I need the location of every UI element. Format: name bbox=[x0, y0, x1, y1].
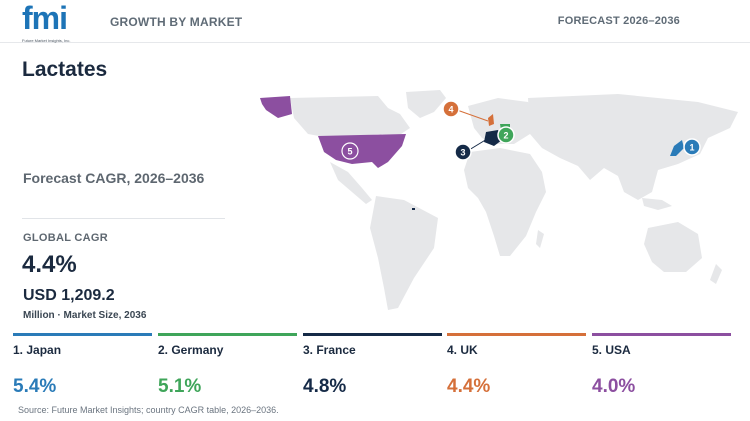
caribbean-highlight bbox=[412, 208, 415, 210]
marker-label: 3 bbox=[460, 148, 465, 158]
country-name: 2. Germany bbox=[158, 343, 224, 357]
france-leader-line bbox=[468, 135, 493, 151]
japan-highlight[interactable] bbox=[670, 140, 684, 156]
page-title: Lactates bbox=[22, 58, 108, 81]
country-name: 5. USA bbox=[592, 343, 631, 357]
country-color-bar bbox=[158, 333, 297, 336]
divider bbox=[22, 218, 225, 219]
country-color-bar bbox=[447, 333, 586, 336]
country-name: 3. France bbox=[303, 343, 356, 357]
global-cagr-label: GLOBAL CAGR bbox=[23, 232, 108, 244]
country-card-usa[interactable]: 5. USA 4.0% bbox=[592, 333, 731, 403]
logo-letters: fmi bbox=[22, 0, 68, 36]
market-size-value: USD 1,209.2 bbox=[23, 287, 115, 304]
map-landmass bbox=[290, 90, 738, 310]
marker-france[interactable]: 3 bbox=[454, 143, 472, 161]
country-cagr: 4.4% bbox=[447, 376, 491, 397]
marker-label: 4 bbox=[448, 105, 453, 115]
country-card-uk[interactable]: 4. UK 4.4% bbox=[447, 333, 586, 403]
usa-highlight[interactable] bbox=[318, 134, 406, 168]
marker-germany[interactable]: 2 bbox=[497, 126, 515, 144]
country-card-germany[interactable]: 2. Germany 5.1% bbox=[158, 333, 297, 403]
country-name: 1. Japan bbox=[13, 343, 62, 357]
uk-highlight[interactable] bbox=[488, 114, 494, 126]
fmi-logo[interactable]: fmi Future Market Insights, Inc. bbox=[22, 1, 94, 43]
country-cagr: 4.0% bbox=[592, 376, 636, 397]
country-card-japan[interactable]: 1. Japan 5.4% bbox=[13, 333, 152, 403]
marker-label: 2 bbox=[503, 131, 508, 141]
country-name: 4. UK bbox=[447, 343, 478, 357]
world-map: 1 2 3 4 5 bbox=[260, 90, 738, 310]
logo-tagline: Future Market Insights, Inc. bbox=[22, 38, 71, 43]
uk-leader-line bbox=[456, 109, 489, 122]
marker-uk[interactable]: 4 bbox=[442, 100, 460, 118]
marker-label: 5 bbox=[347, 147, 352, 157]
marker-usa[interactable]: 5 bbox=[341, 142, 359, 160]
section-label: GROWTH BY MARKET bbox=[110, 15, 243, 29]
source-note: Source: Future Market Insights; country … bbox=[18, 405, 279, 415]
country-card-france[interactable]: 3. France 4.8% bbox=[303, 333, 442, 403]
country-cagr: 5.4% bbox=[13, 376, 57, 397]
marker-label: 1 bbox=[689, 143, 694, 153]
country-color-bar bbox=[592, 333, 731, 336]
header: fmi Future Market Insights, Inc. GROWTH … bbox=[0, 0, 750, 43]
country-color-bar bbox=[303, 333, 442, 336]
global-cagr-value: 4.4% bbox=[22, 251, 77, 278]
marker-japan[interactable]: 1 bbox=[683, 138, 701, 156]
market-size-unit: Million · Market Size, 2036 bbox=[23, 310, 147, 321]
forecast-label: FORECAST 2026–2036 bbox=[557, 15, 680, 27]
forecast-cagr-label: Forecast CAGR, 2026–2036 bbox=[23, 170, 205, 186]
country-cagr: 5.1% bbox=[158, 376, 202, 397]
country-cagr: 4.8% bbox=[303, 376, 347, 397]
country-color-bar bbox=[13, 333, 152, 336]
alaska-highlight[interactable] bbox=[260, 96, 292, 118]
